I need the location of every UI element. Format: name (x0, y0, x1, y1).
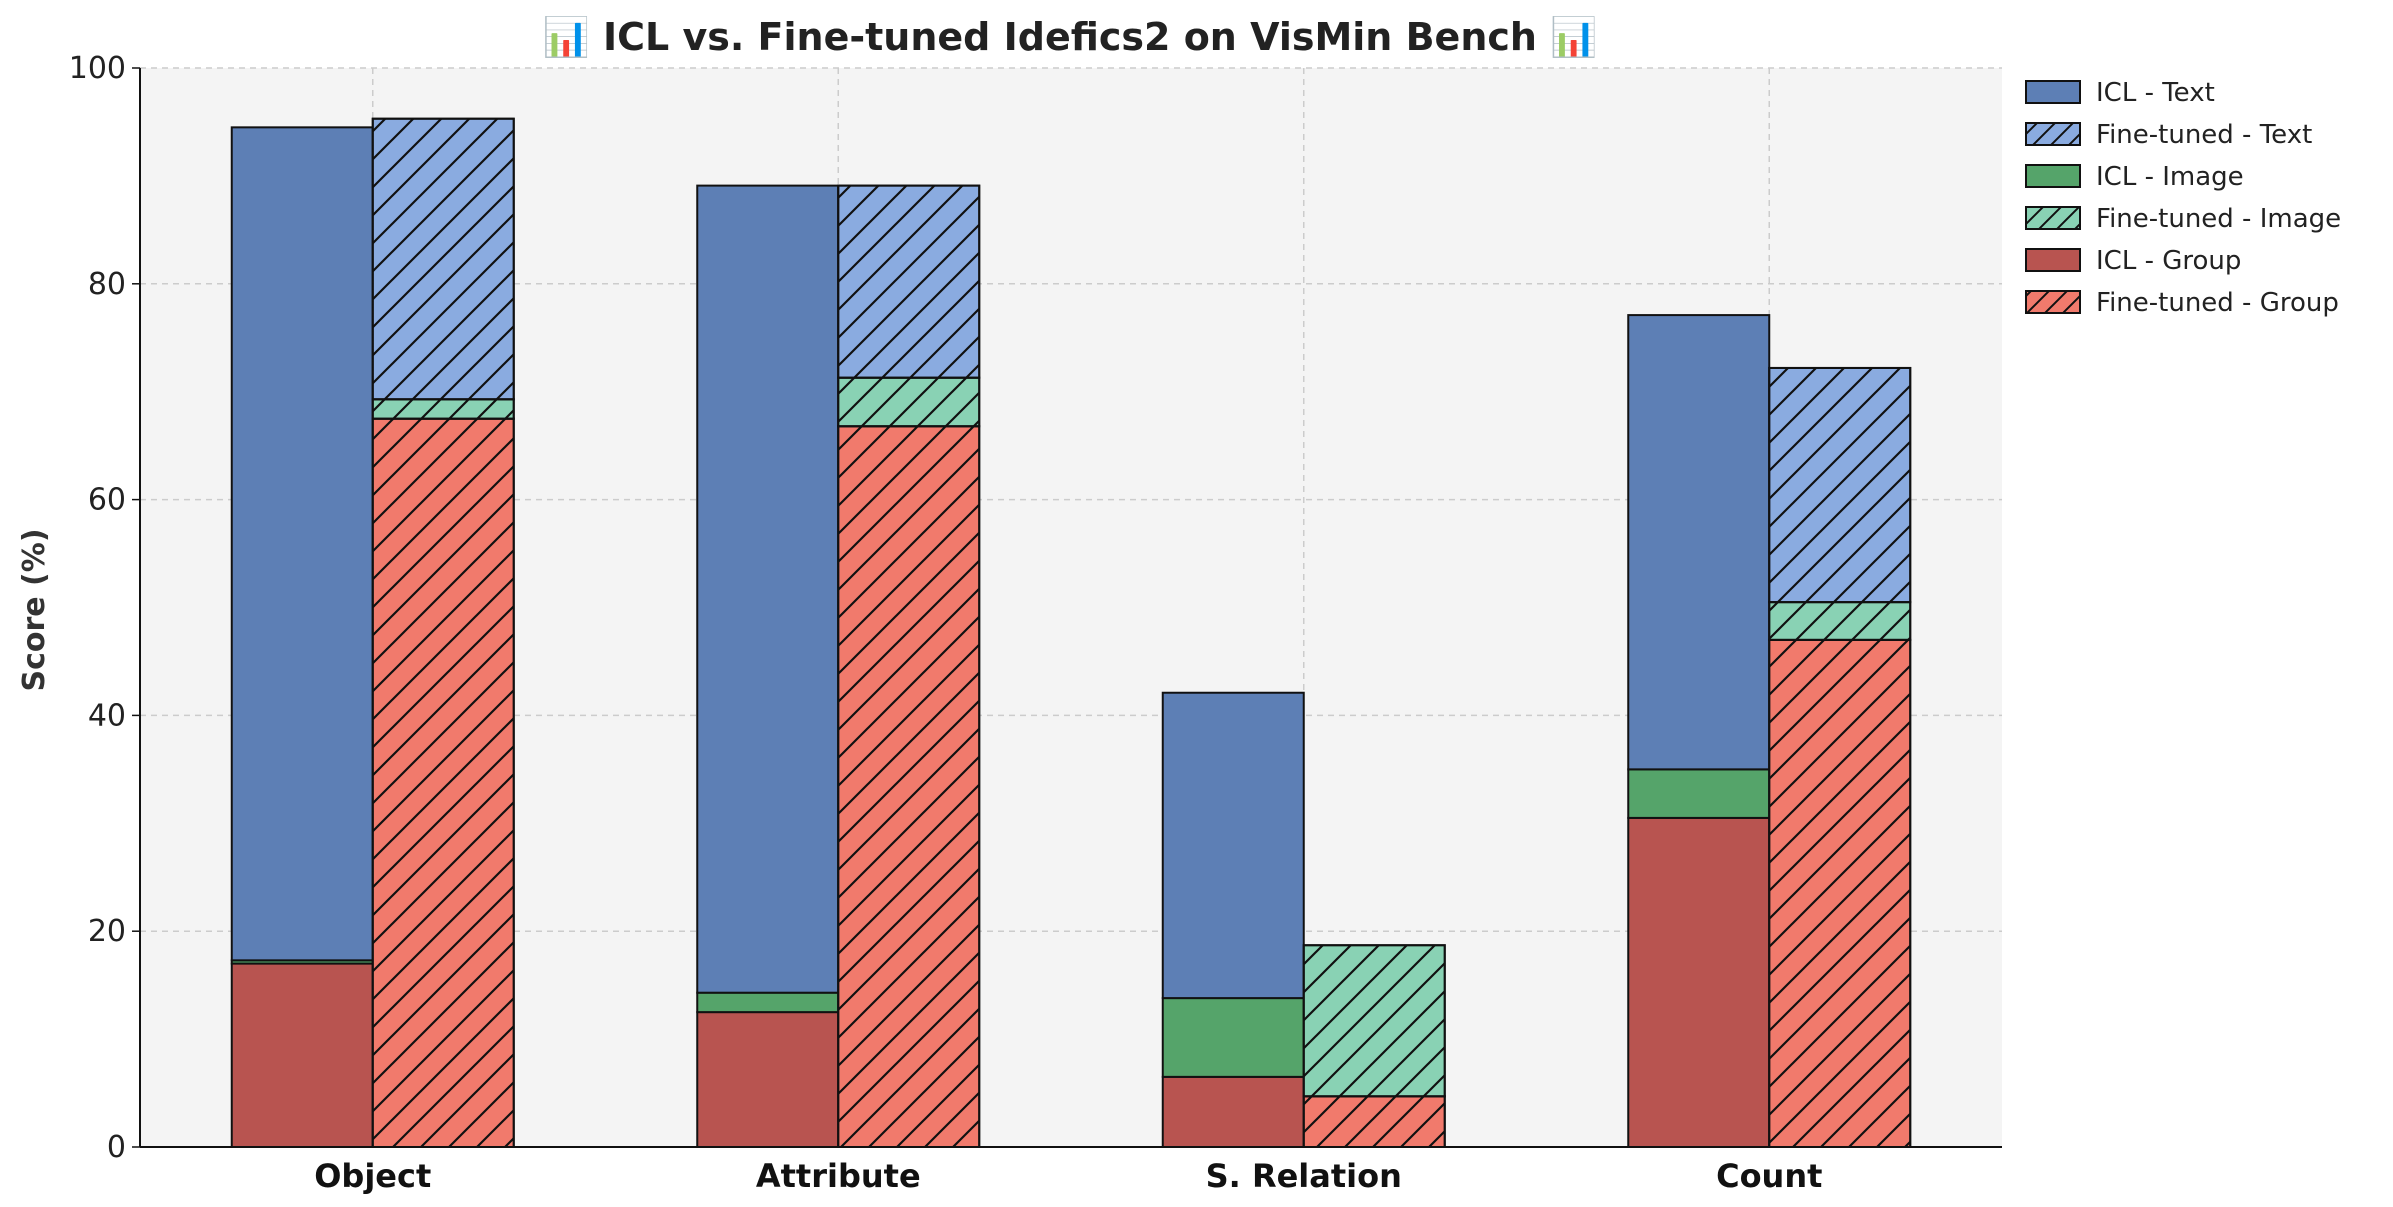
legend-item-fine-tuned-group-label: Fine-tuned - Group (2096, 288, 2339, 318)
y-axis-label: Score (%) (17, 528, 52, 691)
chart-title: 📊 ICL vs. Fine-tuned Idefics2 on VisMin … (542, 15, 1597, 59)
legend-item-icl-text-swatch (2025, 80, 2081, 104)
legend-item-fine-tuned-image-label: Fine-tuned - Image (2096, 204, 2341, 234)
legend-item-fine-tuned-text-label: Fine-tuned - Text (2096, 120, 2312, 150)
bar-icl-image-count (1627, 768, 1771, 819)
bar-icl-text-attribute (696, 184, 840, 994)
legend: ICL - Text Fine-tuned - Text ICL - Image Fi… (2025, 78, 2341, 318)
bar-fine-tuned-text-object-hatch (371, 117, 515, 401)
bar-fine-tuned-text-attribute-hatch (837, 184, 981, 379)
bar-fine-tuned-image-attribute-hatch (837, 376, 981, 428)
x-tick-label: Object (314, 1157, 431, 1195)
legend-item-icl-image-swatch (2025, 164, 2081, 188)
legend-item-fine-tuned-image-swatch-hatch (2025, 206, 2081, 230)
bar-icl-text-s-relation (1161, 691, 1305, 1000)
bar-fine-tuned-image-object-hatch (371, 398, 515, 420)
x-tick-label: Attribute (756, 1157, 921, 1195)
bar-icl-text-count (1627, 314, 1771, 771)
legend-item-icl-group-swatch (2025, 248, 2081, 272)
bar-icl-group-object (230, 962, 374, 1148)
bar-fine-tuned-group-count-hatch (1768, 638, 1912, 1148)
y-tick-label: 80 (88, 267, 126, 302)
x-tick-label: S. Relation (1206, 1157, 1402, 1195)
bar-fine-tuned-group-object-hatch (371, 417, 515, 1148)
y-tick-label: 0 (107, 1130, 126, 1165)
legend-item-icl-text-label: ICL - Text (2096, 78, 2215, 108)
legend-item-fine-tuned-group-swatch-hatch (2025, 290, 2081, 314)
y-tick-label: 60 (88, 483, 126, 518)
plot-area: 0 20 40 60 80 100 Object Attribute S. Relation Co… (69, 51, 2002, 1195)
y-tick-label: 40 (88, 698, 126, 733)
legend-item-fine-tuned-text-swatch-hatch (2025, 122, 2081, 146)
bar-icl-text-object (230, 126, 374, 962)
bar-icl-group-attribute (696, 1011, 840, 1148)
y-tick-label: 100 (69, 51, 126, 86)
bar-fine-tuned-group-attribute-hatch (837, 425, 981, 1148)
bar-icl-image-s-relation (1161, 997, 1305, 1078)
legend-item-icl-image-label: ICL - Image (2096, 162, 2244, 192)
bar-icl-group-s-relation (1161, 1075, 1305, 1148)
y-tick-label: 20 (88, 914, 126, 949)
bar-fine-tuned-image-s-relation-hatch (1302, 944, 1446, 1098)
legend-item-icl-group-label: ICL - Group (2096, 246, 2241, 276)
bar-fine-tuned-text-count-hatch (1768, 366, 1912, 604)
bar-fine-tuned-image-count-hatch (1768, 601, 1912, 641)
bar-fine-tuned-group-s-relation-hatch (1302, 1095, 1446, 1148)
bar-icl-group-count (1627, 816, 1771, 1149)
x-tick-label: Count (1716, 1157, 1822, 1195)
bar-icl-image-attribute (696, 991, 840, 1014)
